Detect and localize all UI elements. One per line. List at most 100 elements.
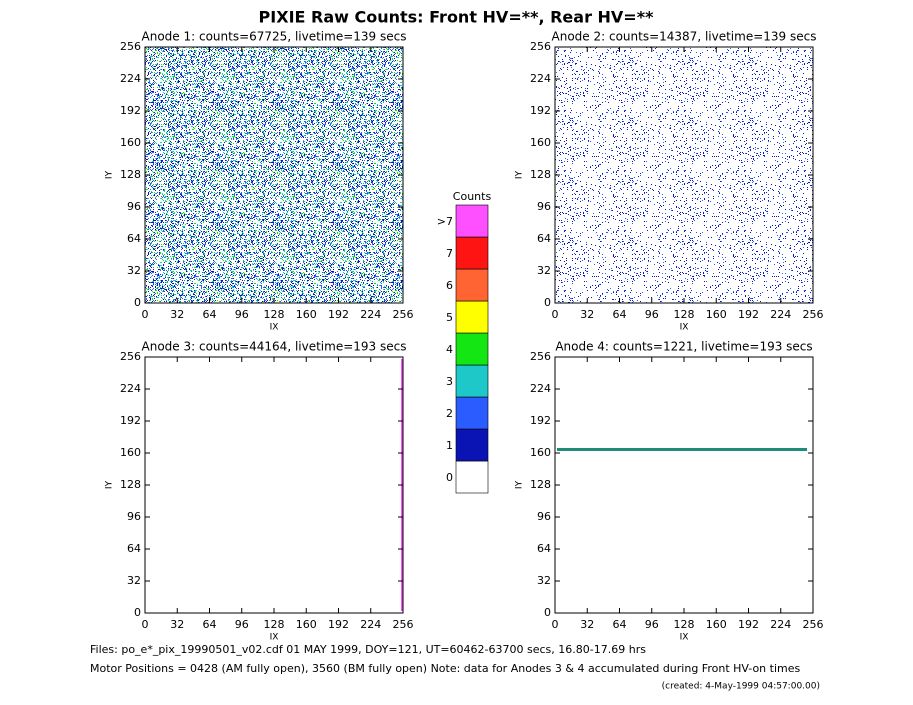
panel-title: Anode 1: counts=67725, livetime=139 secs (142, 30, 407, 44)
y-tick-label: 96 (127, 200, 141, 213)
x-tick-label: 224 (360, 618, 381, 631)
y-tick-label: 160 (120, 136, 141, 149)
y-axis-label: IY (515, 170, 525, 179)
x-tick-label: 192 (328, 618, 349, 631)
y-tick-label: 96 (537, 200, 551, 213)
y-axis-label: IY (105, 480, 115, 489)
colorbar-label: 1 (446, 439, 453, 452)
x-tick-label: 128 (264, 308, 285, 321)
y-tick-label: 160 (530, 136, 551, 149)
y-tick-label: 192 (120, 414, 141, 427)
colorbar-swatch (455, 204, 489, 238)
x-tick-label: 192 (738, 618, 759, 631)
x-tick-label: 96 (235, 308, 249, 321)
y-tick-label: 256 (120, 40, 141, 53)
y-tick-label: 0 (544, 296, 551, 309)
page-title: PIXIE Raw Counts: Front HV=**, Rear HV=*… (259, 8, 655, 27)
density-texture (145, 47, 403, 303)
x-axis-label: IX (270, 633, 279, 643)
y-tick-label: 224 (120, 382, 141, 395)
x-tick-label: 224 (770, 618, 791, 631)
x-tick-label: 0 (142, 618, 149, 631)
y-tick-label: 192 (530, 414, 551, 427)
x-tick-label: 96 (645, 618, 659, 631)
x-tick-label: 32 (580, 618, 594, 631)
y-tick-label: 0 (134, 296, 141, 309)
colorbar-swatch (455, 300, 489, 334)
x-tick-label: 256 (803, 618, 824, 631)
x-tick-label: 32 (170, 618, 184, 631)
colorbar-label: 3 (446, 375, 453, 388)
y-tick-label: 32 (127, 264, 141, 277)
colorbar-label: >7 (437, 215, 453, 228)
x-tick-label: 0 (142, 308, 149, 321)
colorbar-label: 0 (446, 471, 453, 484)
y-tick-label: 96 (127, 510, 141, 523)
y-tick-label: 224 (530, 72, 551, 85)
y-tick-label: 32 (537, 264, 551, 277)
x-tick-label: 96 (645, 308, 659, 321)
y-tick-label: 128 (120, 168, 141, 181)
x-tick-label: 128 (674, 308, 695, 321)
y-tick-label: 160 (120, 446, 141, 459)
colorbar-title: Counts (453, 190, 492, 203)
x-tick-label: 192 (738, 308, 759, 321)
colorbar-label: 7 (446, 247, 453, 260)
x-tick-label: 192 (328, 308, 349, 321)
y-tick-label: 256 (530, 350, 551, 363)
y-tick-label: 256 (530, 40, 551, 53)
x-tick-label: 160 (706, 308, 727, 321)
x-axis-label: IX (680, 323, 689, 333)
y-tick-label: 64 (537, 232, 551, 245)
x-tick-label: 128 (674, 618, 695, 631)
y-tick-label: 128 (120, 478, 141, 491)
x-tick-label: 64 (203, 308, 217, 321)
x-tick-label: 64 (203, 618, 217, 631)
x-tick-label: 160 (296, 308, 317, 321)
x-tick-label: 64 (613, 308, 627, 321)
y-tick-label: 192 (530, 104, 551, 117)
y-axis-label: IY (105, 170, 115, 179)
footer-motor: Motor Positions = 0428 (AM fully open), … (90, 662, 800, 675)
panel-title: Anode 2: counts=14387, livetime=139 secs (552, 30, 817, 44)
x-tick-label: 32 (170, 308, 184, 321)
colorbar-swatch (455, 396, 489, 430)
x-tick-label: 256 (393, 308, 414, 321)
x-tick-label: 224 (360, 308, 381, 321)
y-tick-label: 32 (537, 574, 551, 587)
x-tick-label: 0 (552, 308, 559, 321)
x-tick-label: 160 (296, 618, 317, 631)
y-tick-label: 224 (530, 382, 551, 395)
x-tick-label: 128 (264, 618, 285, 631)
panel-title: Anode 3: counts=44164, livetime=193 secs (142, 340, 407, 354)
plot-frame (144, 356, 404, 614)
colorbar-swatch (455, 332, 489, 366)
footer-created: (created: 4-May-1999 04:57:00.00) (662, 682, 820, 692)
x-tick-label: 256 (393, 618, 414, 631)
colorbar-swatch (455, 364, 489, 398)
y-tick-label: 0 (134, 606, 141, 619)
footer-files: Files: po_e*_pix_19990501_v02.cdf 01 MAY… (90, 643, 646, 656)
y-tick-label: 0 (544, 606, 551, 619)
x-tick-label: 96 (235, 618, 249, 631)
density-texture (555, 47, 813, 303)
y-tick-label: 32 (127, 574, 141, 587)
colorbar-swatch (455, 268, 489, 302)
y-tick-label: 96 (537, 510, 551, 523)
colorbar-swatch (455, 428, 489, 462)
x-tick-label: 256 (803, 308, 824, 321)
plot-frame (554, 356, 814, 614)
row-band (557, 448, 807, 451)
colorbar-label: 5 (446, 311, 453, 324)
y-tick-label: 64 (127, 542, 141, 555)
x-axis-label: IX (270, 323, 279, 333)
colorbar-label: 6 (446, 279, 453, 292)
y-tick-label: 256 (120, 350, 141, 363)
x-tick-label: 160 (706, 618, 727, 631)
colorbar-label: 2 (446, 407, 453, 420)
y-tick-label: 160 (530, 446, 551, 459)
x-tick-label: 64 (613, 618, 627, 631)
y-tick-label: 192 (120, 104, 141, 117)
